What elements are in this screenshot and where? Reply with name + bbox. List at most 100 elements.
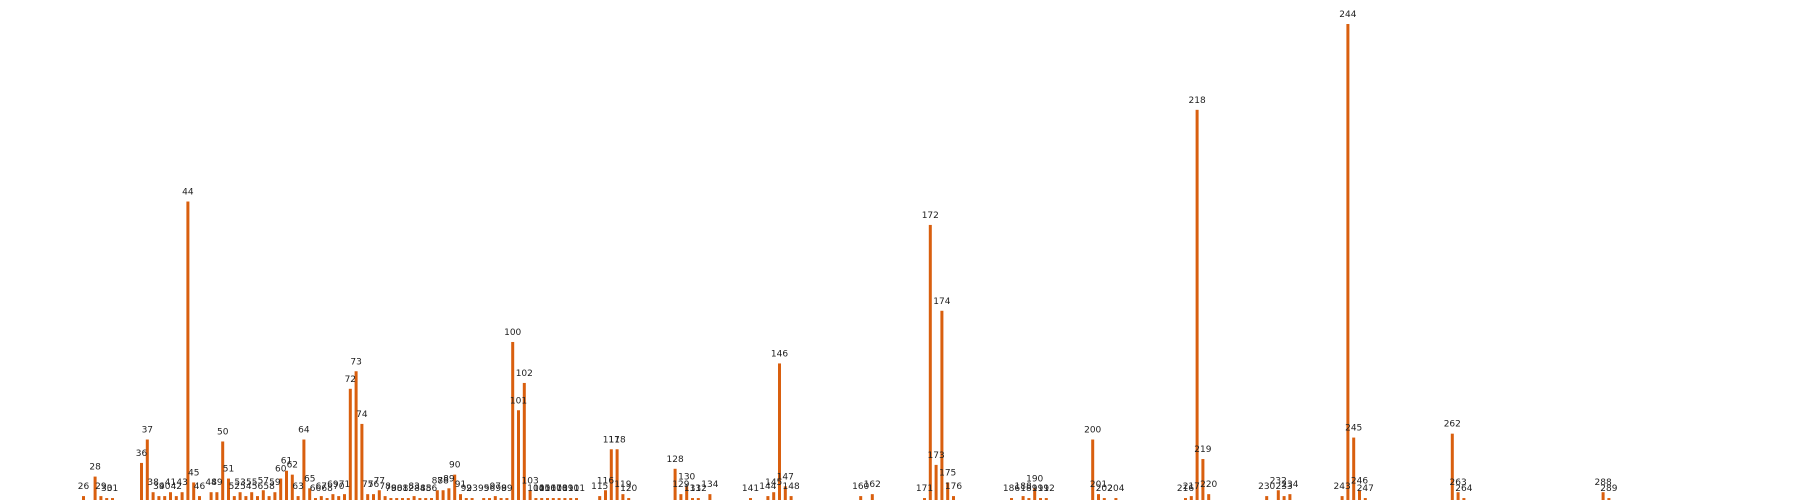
bar-label-64: 64 xyxy=(298,426,310,436)
bar-145 xyxy=(772,492,776,500)
bar-label-201: 201 xyxy=(1090,480,1107,490)
bar-label-96: 96 xyxy=(484,484,496,494)
bar-62 xyxy=(290,474,294,500)
bar-46 xyxy=(198,496,201,500)
bar-label-45: 45 xyxy=(188,468,199,478)
bars-group xyxy=(82,24,1611,500)
bar-label-36: 36 xyxy=(136,449,148,459)
bar-label-37: 37 xyxy=(142,426,153,436)
bar-label-105: 105 xyxy=(533,484,550,494)
bar-label-118: 118 xyxy=(609,435,626,445)
bar-label-244: 244 xyxy=(1339,10,1356,20)
bar-107 xyxy=(551,498,555,500)
bar-label-63: 63 xyxy=(292,482,303,492)
bar-label-50: 50 xyxy=(217,427,229,437)
bar-59 xyxy=(273,492,277,500)
bar-98 xyxy=(499,498,503,500)
bar-82 xyxy=(406,498,410,500)
bar-116 xyxy=(604,490,607,500)
bar-label-66: 66 xyxy=(310,484,322,494)
bar-54 xyxy=(244,496,248,500)
bar-label-233: 233 xyxy=(1276,482,1293,492)
bar-label-192: 192 xyxy=(1038,484,1055,494)
bar-label-39: 39 xyxy=(153,482,165,492)
bar-label-26: 26 xyxy=(78,482,90,492)
bar-label-31: 31 xyxy=(107,484,118,494)
bar-120 xyxy=(627,498,631,500)
bar-162 xyxy=(870,494,874,500)
bar-label-176: 176 xyxy=(945,482,962,492)
bar-label-84: 84 xyxy=(414,484,426,494)
bar-99 xyxy=(505,498,509,500)
bar-label-172: 172 xyxy=(922,211,939,221)
bar-130 xyxy=(685,486,689,500)
bar-81 xyxy=(401,498,404,500)
bar-66 xyxy=(314,498,317,500)
bar-88 xyxy=(441,490,445,500)
bar-label-59: 59 xyxy=(269,478,281,488)
bar-label-77: 77 xyxy=(374,476,385,486)
bar-131 xyxy=(691,498,694,500)
bar-51 xyxy=(227,478,230,500)
bar-79 xyxy=(389,498,393,500)
bar-label-243: 243 xyxy=(1334,482,1351,492)
bar-61 xyxy=(285,470,288,500)
bar-176 xyxy=(952,496,955,500)
bar-label-111: 111 xyxy=(568,484,585,494)
bar-72 xyxy=(348,388,352,500)
bar-110 xyxy=(569,498,573,500)
bar-label-216: 216 xyxy=(1177,484,1194,494)
bar-label-116: 116 xyxy=(597,476,614,486)
bar-label-101: 101 xyxy=(510,396,527,406)
bar-label-65: 65 xyxy=(304,474,315,484)
bar-label-264: 264 xyxy=(1455,484,1472,494)
bar-label-71: 71 xyxy=(339,480,350,490)
bar-label-72: 72 xyxy=(345,375,356,385)
bar-134 xyxy=(708,494,712,500)
bar-84 xyxy=(418,498,422,500)
bar-label-162: 162 xyxy=(864,480,881,490)
bar-201 xyxy=(1097,494,1100,500)
bar-label-186: 186 xyxy=(1003,484,1020,494)
bar-29 xyxy=(99,496,103,500)
bar-233 xyxy=(1282,496,1286,500)
bar-label-245: 245 xyxy=(1345,424,1362,434)
bar-label-106: 106 xyxy=(539,484,556,494)
bar-label-86: 86 xyxy=(426,484,438,494)
bar-93 xyxy=(470,498,474,500)
bar-label-30: 30 xyxy=(101,484,113,494)
bar-232 xyxy=(1276,490,1280,500)
bar-160 xyxy=(859,496,863,500)
bar-173 xyxy=(934,464,938,500)
bar-label-80: 80 xyxy=(391,484,403,494)
bar-label-132: 132 xyxy=(690,484,707,494)
bar-118 xyxy=(615,449,619,500)
bar-label-289: 289 xyxy=(1600,484,1617,494)
bar-106 xyxy=(546,498,549,500)
bar-label-234: 234 xyxy=(1281,480,1298,490)
bar-218 xyxy=(1195,109,1199,500)
bar-65 xyxy=(308,488,312,500)
bar-label-108: 108 xyxy=(551,484,568,494)
bar-86 xyxy=(430,498,433,500)
bar-label-29: 29 xyxy=(95,482,107,492)
bar-190 xyxy=(1033,488,1037,500)
bar-64 xyxy=(302,439,306,500)
bar-37 xyxy=(145,439,149,500)
bar-289 xyxy=(1607,498,1611,500)
bar-label-174: 174 xyxy=(933,297,950,307)
bar-91 xyxy=(459,494,462,500)
bar-label-95: 95 xyxy=(478,484,489,494)
bar-117 xyxy=(609,449,613,500)
bar-146 xyxy=(778,363,781,500)
bar-label-128: 128 xyxy=(667,455,684,465)
bar-label-60: 60 xyxy=(275,465,287,475)
bar-label-217: 217 xyxy=(1183,482,1200,492)
bar-109 xyxy=(563,498,567,500)
bar-247 xyxy=(1363,498,1367,500)
bar-label-204: 204 xyxy=(1107,484,1124,494)
bar-label-120: 120 xyxy=(620,484,637,494)
bar-label-28: 28 xyxy=(89,463,101,473)
